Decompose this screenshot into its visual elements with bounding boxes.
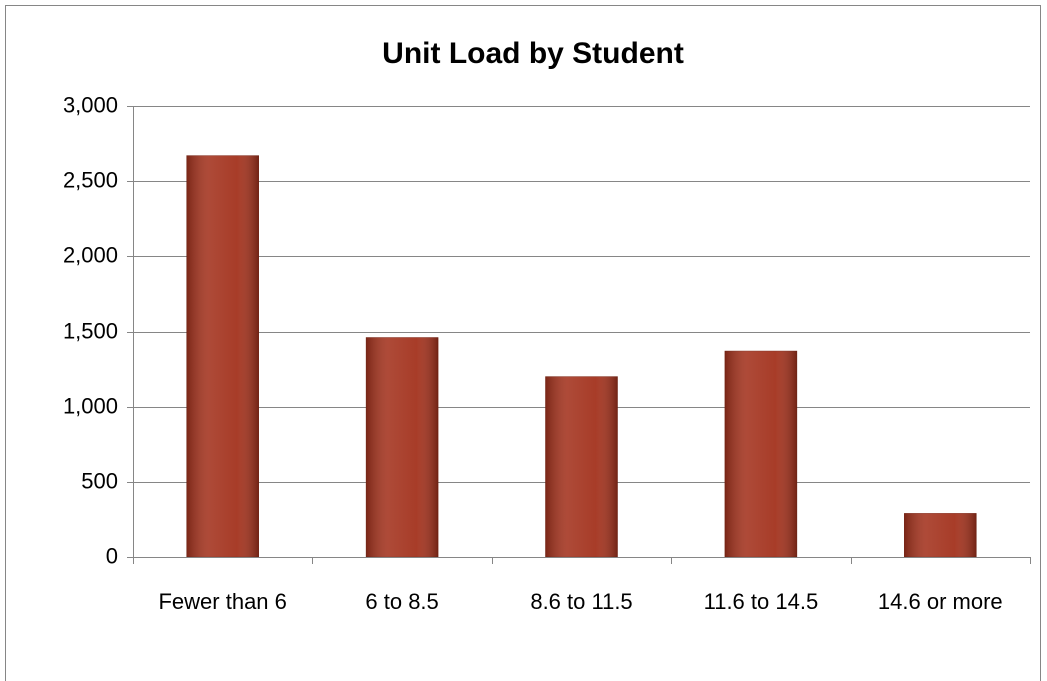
bar-shade <box>904 513 977 557</box>
x-tick-label: 8.6 to 11.5 <box>530 589 632 614</box>
y-tick-label: 0 <box>106 543 118 568</box>
x-tick-label: 14.6 or more <box>878 589 1003 614</box>
bar-shade <box>186 155 259 558</box>
bar-shade <box>724 351 797 557</box>
bar-shade <box>366 337 439 557</box>
chart-border <box>5 5 1041 681</box>
y-tick-label: 2,500 <box>63 167 118 192</box>
x-tick-label: 6 to 8.5 <box>365 589 438 614</box>
y-tick-label: 3,000 <box>63 92 118 117</box>
y-tick-label: 500 <box>81 468 118 493</box>
x-tick-label: Fewer than 6 <box>158 589 286 614</box>
y-tick-label: 2,000 <box>63 242 118 267</box>
x-tick-label: 11.6 to 14.5 <box>704 589 819 614</box>
y-tick-label: 1,500 <box>63 318 118 343</box>
y-tick-label: 1,000 <box>63 393 118 418</box>
bar-shade <box>545 376 618 557</box>
chart-title: Unit Load by Student <box>382 37 684 70</box>
